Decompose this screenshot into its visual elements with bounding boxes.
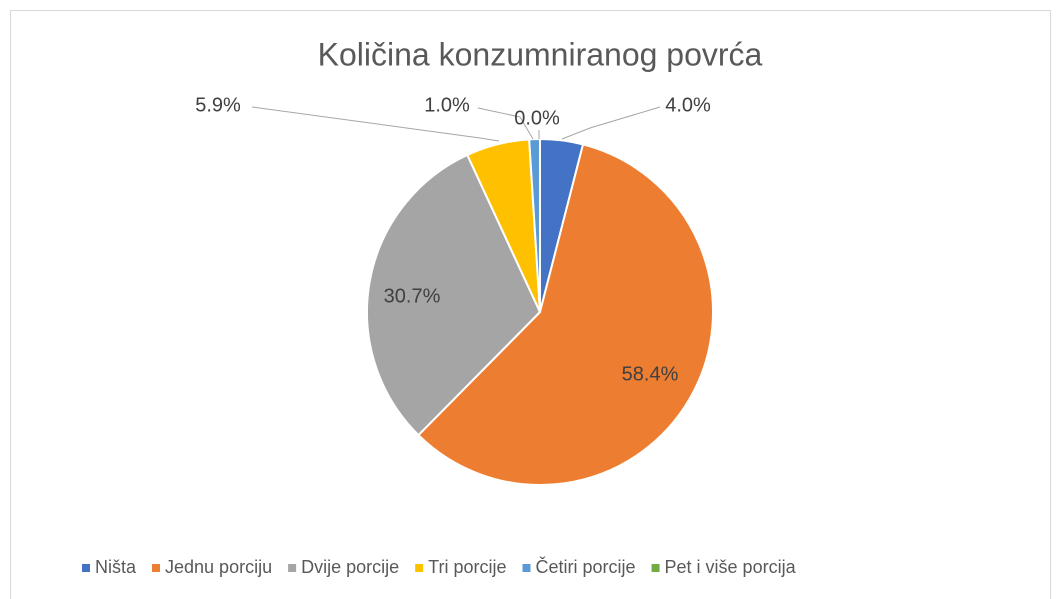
legend-marker <box>82 564 90 572</box>
data-label: 58.4% <box>622 363 679 385</box>
data-label: 4.0% <box>665 94 711 116</box>
data-label: 5.9% <box>195 94 241 116</box>
legend-marker <box>522 564 531 572</box>
legend-label: Jednu porciju <box>165 557 272 577</box>
chart-title: Količina konzumniranog povrća <box>318 36 763 72</box>
legend-marker <box>415 564 424 572</box>
legend-label: Tri porcije <box>428 557 506 577</box>
leader-line <box>251 106 500 142</box>
legend-marker <box>152 564 161 572</box>
pie-slice <box>366 153 542 437</box>
data-label: 30.7% <box>384 285 441 307</box>
data-label: 1.0% <box>424 94 470 116</box>
data-label: 0.0% <box>514 107 560 129</box>
legend-marker <box>651 564 660 572</box>
legend-label: Dvije porcije <box>301 557 399 577</box>
leader-line <box>477 107 534 140</box>
pie-slice <box>417 143 714 486</box>
leader-line <box>561 106 661 140</box>
legend-label: Četiri porcije <box>536 556 636 577</box>
legend-marker <box>288 564 297 572</box>
legend-label: Pet i više porcija <box>665 557 797 577</box>
legend-label: Ništa <box>95 557 137 577</box>
